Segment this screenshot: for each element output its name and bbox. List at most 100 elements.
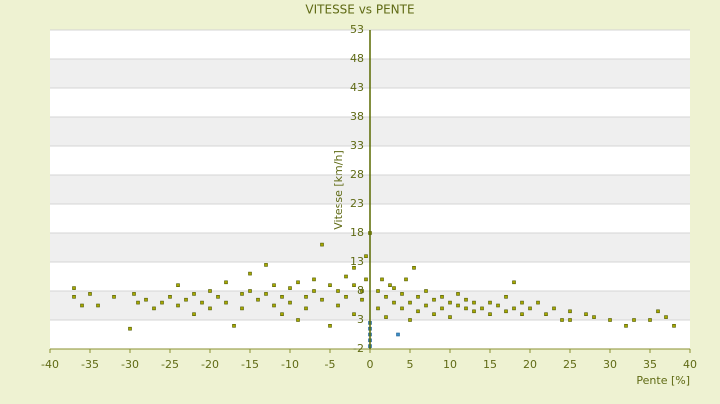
point <box>344 274 348 279</box>
point <box>280 294 284 299</box>
point <box>132 292 136 296</box>
chart-title: VITESSE vs PENTE <box>305 3 414 17</box>
x-tick-label: 35 <box>643 358 657 371</box>
point <box>512 280 516 285</box>
point <box>512 306 516 311</box>
point <box>504 294 508 299</box>
point <box>352 312 356 317</box>
point <box>392 286 396 290</box>
x-tick-label: -35 <box>81 358 99 371</box>
point <box>656 309 660 314</box>
point <box>400 306 404 311</box>
point <box>264 292 268 296</box>
point <box>440 294 444 299</box>
point <box>352 283 356 288</box>
point <box>648 318 652 322</box>
point <box>296 280 300 285</box>
point <box>312 277 316 282</box>
point <box>448 315 452 319</box>
point <box>256 297 260 302</box>
point <box>328 323 332 328</box>
point <box>272 303 276 308</box>
x-tick-label: -40 <box>41 358 59 371</box>
point <box>232 323 236 328</box>
x-tick-label: 15 <box>483 358 497 371</box>
x-tick-label: -10 <box>281 358 299 371</box>
point <box>380 277 384 282</box>
point <box>432 297 436 302</box>
point <box>488 312 492 317</box>
point <box>608 318 612 322</box>
point <box>536 300 540 305</box>
point <box>384 294 388 299</box>
point <box>184 297 188 302</box>
y-tick-label: -2 <box>353 342 364 355</box>
y-tick-label: 23 <box>350 197 364 210</box>
point <box>72 286 76 290</box>
point <box>424 303 428 308</box>
y-tick-label: 28 <box>350 168 364 181</box>
point <box>376 306 380 311</box>
point <box>176 303 180 308</box>
point <box>240 292 244 296</box>
point <box>192 312 196 317</box>
point <box>456 292 460 296</box>
point <box>72 294 76 299</box>
point <box>344 294 348 299</box>
point <box>520 300 524 305</box>
point <box>632 318 636 322</box>
point <box>464 297 468 302</box>
point <box>224 300 228 305</box>
point <box>472 300 476 305</box>
point <box>280 312 284 317</box>
x-tick-label: 0 <box>367 358 374 371</box>
y-tick-label: 8 <box>357 284 364 297</box>
point <box>504 309 508 314</box>
point <box>168 294 172 299</box>
x-tick-label: -30 <box>121 358 139 371</box>
point <box>488 300 492 305</box>
point <box>224 280 228 285</box>
point <box>416 309 420 314</box>
point <box>392 300 396 305</box>
point <box>408 300 412 305</box>
point <box>248 271 252 276</box>
point <box>320 297 324 302</box>
point <box>664 315 668 319</box>
point <box>304 294 308 299</box>
y-tick-label: 38 <box>350 110 364 123</box>
point <box>440 306 444 311</box>
point <box>592 315 596 319</box>
point <box>472 309 476 314</box>
point <box>296 318 300 322</box>
point <box>432 312 436 317</box>
point <box>88 292 92 296</box>
point <box>112 294 116 299</box>
point <box>136 300 140 305</box>
x-tick-label: 10 <box>443 358 457 371</box>
x-tick-label: -15 <box>241 358 259 371</box>
point <box>520 312 524 317</box>
point <box>200 300 204 305</box>
point <box>208 289 212 293</box>
point <box>624 323 628 328</box>
x-tick-label: -5 <box>325 358 336 371</box>
point <box>288 286 292 290</box>
x-tick-label: 40 <box>683 358 697 371</box>
point <box>544 312 548 317</box>
x-tick-label: -20 <box>201 358 219 371</box>
point <box>152 306 156 311</box>
point <box>360 289 364 293</box>
point <box>304 306 308 311</box>
point <box>384 315 388 319</box>
point <box>672 323 676 328</box>
point <box>360 297 364 302</box>
point <box>496 303 500 308</box>
point <box>96 303 100 308</box>
point <box>272 283 276 288</box>
x-tick-label: -25 <box>161 358 179 371</box>
point <box>480 306 484 311</box>
point <box>352 265 356 270</box>
point <box>160 300 164 305</box>
